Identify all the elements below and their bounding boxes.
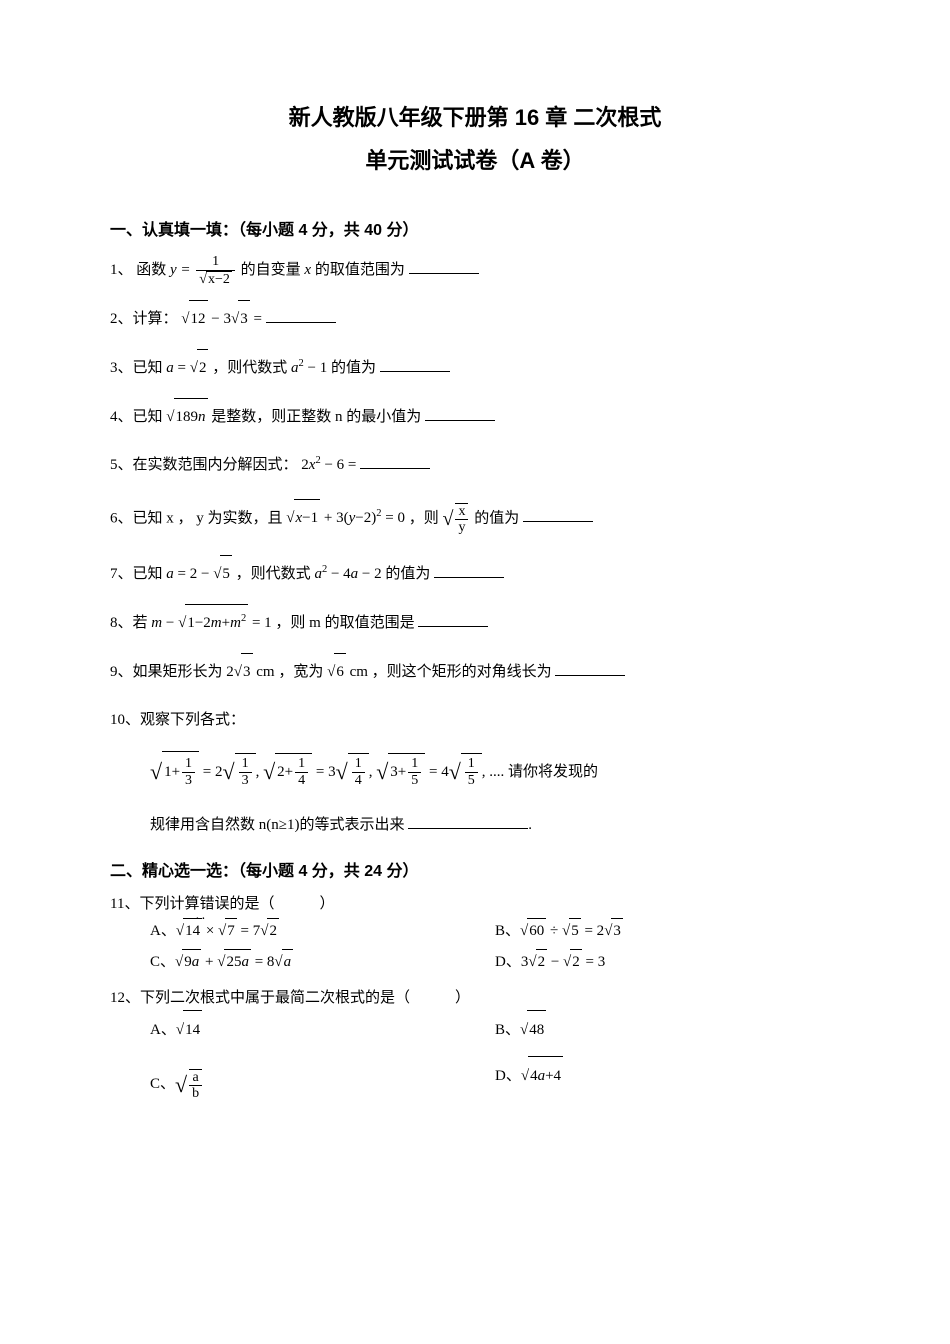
q7-a: a = 2 − 5 [166, 566, 232, 582]
q10-blank[interactable] [408, 813, 528, 829]
q12-option-d[interactable]: D、4a+4 [495, 1056, 840, 1113]
q9-length: 23 [226, 664, 252, 680]
q1-prefix: 1、 函数 [110, 262, 170, 278]
q7-prefix: 7、已知 [110, 566, 166, 582]
question-4: 4、已知 189n 是整数，则正整数 n 的最小值为 [110, 398, 840, 435]
q4-blank[interactable] [425, 405, 495, 421]
q1-fraction: 1 x−2 [196, 254, 235, 287]
q1-var: x [304, 262, 311, 278]
q7-blank[interactable] [434, 562, 504, 578]
q1-mid: 的自变量 [241, 262, 305, 278]
question-11: 11、下列计算错误的是（ ） ．． A、14 × 7 = 72 B、60 ÷ 5… [110, 892, 840, 980]
sqrt-icon [286, 510, 293, 526]
q5-blank[interactable] [360, 453, 430, 469]
q9-blank[interactable] [555, 660, 625, 676]
sqrt-icon [181, 311, 188, 327]
question-6: 6、已知 x ， y 为实数，且 x−1 + 3(y−2)2 = 0 ，则 √x… [110, 495, 840, 543]
q11-stem: 11、下列计算错误的是（ ） [110, 892, 840, 916]
q1-numerator: 1 [196, 254, 235, 270]
section-2-heading: 二、精心选一选：（每小题 4 分，共 24 分） [110, 859, 840, 885]
sqrt-icon [327, 664, 334, 680]
q12-option-b[interactable]: B、48 [495, 1010, 840, 1050]
q12-option-a[interactable]: A、14 [150, 1010, 495, 1050]
question-10: 10、观察下列各式： √1+13 = 2√13, √2+14 = 3√14, √… [110, 702, 840, 843]
q5-expr: 2x2 − 6 [301, 457, 344, 473]
q6-expr: x−1 + 3(y−2)2 = 0 [286, 510, 405, 526]
q3-post: 的值为 [331, 360, 376, 376]
q6-num: x [455, 504, 468, 520]
q1-post: 的取值范围为 [315, 262, 409, 278]
q9-mid1: cm ，宽为 [256, 664, 327, 680]
q7-mid: ，则代数式 [236, 566, 315, 582]
q1-blank[interactable] [409, 258, 479, 274]
q1-y-equals: y = [170, 262, 191, 278]
sqrt-icon [234, 664, 241, 680]
q2-blank[interactable] [266, 307, 336, 323]
q6-mid: ，则 [409, 510, 443, 526]
sqrt-icon [231, 311, 238, 327]
q3-mid: ，则代数式 [212, 360, 291, 376]
question-1: 1、 函数 y = 1 x−2 的自变量 x 的取值范围为 [110, 252, 840, 288]
question-7: 7、已知 a = 2 − 5 ，则代数式 a2 − 4a − 2 的值为 [110, 555, 840, 592]
q2-expr: 12 − 33 [181, 311, 253, 327]
q6-den: y [455, 520, 468, 535]
q10-expression-row: √1+13 = 2√13, √2+14 = 3√14, √3+15 = 4√15… [110, 746, 840, 799]
section-1-heading: 一、认真填一填：（每小题 4 分，共 40 分） [110, 218, 840, 244]
q11-option-b[interactable]: B、60 ÷ 5 = 23 [495, 918, 840, 943]
q12-stem: 12、下列二次根式中属于最简二次根式的是（ ） [110, 986, 840, 1010]
q9-width: 6 [327, 664, 346, 680]
q12-option-c[interactable]: C、√ab [150, 1056, 495, 1113]
q10-line2: 规律用含自然数 n(n≥1)的等式表示出来 . [110, 807, 840, 843]
q11-option-a[interactable]: A、14 × 7 = 72 [150, 918, 495, 943]
q6-prefix: 6、已知 x ， y 为实数，且 [110, 510, 286, 526]
q9-prefix: 9、如果矩形长为 [110, 664, 226, 680]
q9-mid2: cm ，则这个矩形的对角线长为 [350, 664, 552, 680]
question-8: 8、若 m − 1−2m+m2 = 1 ，则 m 的取值范围是 [110, 604, 840, 641]
q2-equals: = [253, 311, 261, 327]
sqrt-icon [213, 566, 220, 582]
q6-blank[interactable] [523, 506, 593, 522]
question-3: 3、已知 a = 2 ，则代数式 a2 − 1 的值为 [110, 349, 840, 386]
q11-option-d[interactable]: D、32 − 2 = 3 [495, 949, 840, 974]
q10-tail: 请你将发现的 [508, 764, 598, 780]
q4-prefix: 4、已知 [110, 409, 166, 425]
q6-sqrt-frac: √ [442, 508, 453, 530]
q2-prefix: 2、计算： [110, 311, 181, 327]
sqrt-icon [166, 409, 173, 425]
q5-prefix: 5、在实数范围内分解因式： [110, 457, 301, 473]
q4-post: 是整数，则正整数 n 的最小值为 [211, 409, 421, 425]
q1-denominator: x−2 [196, 271, 235, 287]
q11-option-c[interactable]: C、9a + 25a = 8a [150, 949, 495, 974]
q3-a: a = 2 [166, 360, 208, 376]
question-12: 12、下列二次根式中属于最简二次根式的是（ ） A、14 B、48 C、√ab … [110, 986, 840, 1119]
question-2: 2、计算： 12 − 33 = [110, 300, 840, 337]
question-5: 5、在实数范围内分解因式： 2x2 − 6 = [110, 447, 840, 483]
page-title-line1: 新人教版八年级下册第 16 章 二次根式 [110, 100, 840, 135]
q10-prefix: 10、观察下列各式： [110, 702, 840, 738]
q8-expr: m − 1−2m+m2 = 1 [151, 615, 271, 631]
question-9: 9、如果矩形长为 23 cm ，宽为 6 cm ，则这个矩形的对角线长为 [110, 653, 840, 690]
sqrt-icon [199, 272, 206, 287]
q12-options: A、14 B、48 C、√ab D、4a+4 [110, 1010, 840, 1119]
q4-expr: 189n [166, 409, 207, 425]
q5-equals: = [348, 457, 356, 473]
q3-blank[interactable] [380, 356, 450, 372]
q1-radicand: x−2 [206, 271, 232, 287]
sqrt-icon [190, 360, 197, 376]
q7-post: 的值为 [385, 566, 430, 582]
q11-options: A、14 × 7 = 72 B、60 ÷ 5 = 23 C、9a + 25a =… [110, 918, 840, 980]
q8-blank[interactable] [418, 611, 488, 627]
q7-expr: a2 − 4a − 2 [314, 566, 381, 582]
q3-prefix: 3、已知 [110, 360, 166, 376]
q8-post: ，则 m 的取值范围是 [275, 615, 414, 631]
q8-prefix: 8、若 [110, 615, 151, 631]
sqrt-icon [178, 615, 185, 631]
q6-post: 的值为 [474, 510, 519, 526]
q3-expr: a2 − 1 [291, 360, 327, 376]
page-title-line2: 单元测试试卷（A 卷） [110, 143, 840, 178]
